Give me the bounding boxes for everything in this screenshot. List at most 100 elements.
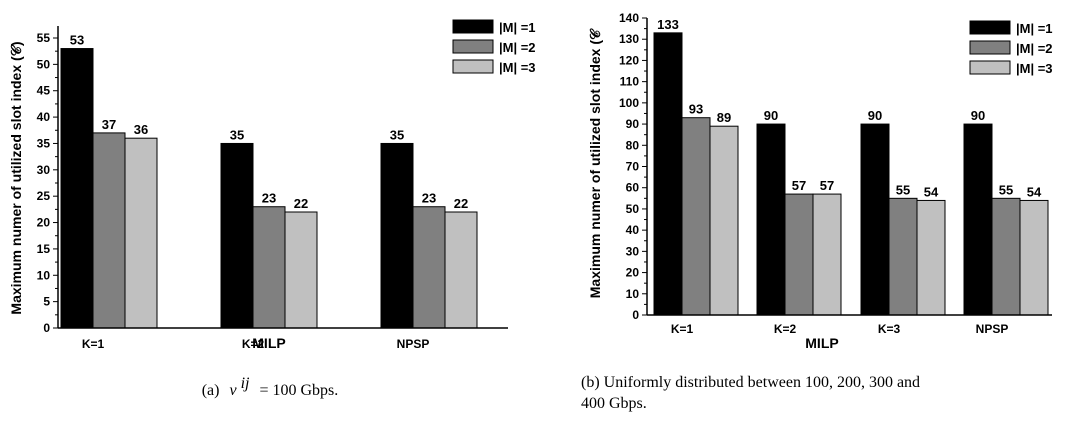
chart-b-y-tick-label: 60 xyxy=(626,181,640,195)
chart-a-data-label: 36 xyxy=(134,122,148,137)
chart-a-data-label: 22 xyxy=(294,196,308,211)
chart-b-y-tick-label: 20 xyxy=(626,266,640,280)
chart-b-data-label: 57 xyxy=(820,178,834,193)
chart-b-x-ticks: K=1 K=2 K=3 NPSP xyxy=(671,322,1009,336)
chart-b-data-label: 93 xyxy=(689,102,703,117)
chart-b-legend-entry: |M| =1 xyxy=(1016,21,1053,36)
chart-a-y-tick-label: 0 xyxy=(43,321,50,335)
chart-a-x-axis-title: MILP xyxy=(252,335,285,351)
chart-b-bar-K=2-s3 xyxy=(812,193,842,316)
chart-b-bar-NPSP-s1 xyxy=(963,123,993,316)
chart-b-y-tick-label: 10 xyxy=(626,287,640,301)
chart-b-y-tick-label: 30 xyxy=(626,244,640,258)
chart-b-data-label: 54 xyxy=(1027,184,1042,199)
chart-b-data-label: 57 xyxy=(792,178,806,193)
chart-b-legend-swatch xyxy=(969,60,1011,75)
chart-b-legend: |M| =1 |M| =2 |M| =3 xyxy=(969,20,1053,76)
chart-b-y-tick-label: 40 xyxy=(626,223,640,237)
chart-a-legend-entry: |M| =2 xyxy=(499,40,536,55)
chart-b-y-tick-label: 70 xyxy=(626,160,640,174)
chart-a-data-label: 53 xyxy=(70,33,84,48)
chart-b-y-tick-label: 90 xyxy=(626,117,640,131)
chart-b-data-labels: 133 93 89 90 57 57 90 55 54 90 55 54 xyxy=(657,17,1042,200)
chart-a-bars xyxy=(60,48,478,329)
chart-b-x-tick-label: K=1 xyxy=(671,322,694,336)
chart-a-x-tick-label: K=2 xyxy=(242,337,265,351)
chart-a-legend-swatch xyxy=(452,39,494,54)
chart-a-bar-K=1-s3 xyxy=(124,137,158,329)
chart-b-data-label: 55 xyxy=(999,182,1013,197)
chart-a-legend-entry: |M| =3 xyxy=(499,60,536,75)
chart-a-legend-swatch xyxy=(452,19,494,34)
chart-a-data-labels: 53 37 36 35 23 22 35 23 22 xyxy=(70,33,468,211)
chart-b-data-label: 90 xyxy=(868,108,882,123)
chart-a-data-label: 35 xyxy=(230,127,244,142)
chart-b-data-label: 133 xyxy=(657,17,679,32)
chart-b-data-label: 54 xyxy=(924,184,939,199)
chart-a-bar-K=2-s3 xyxy=(284,211,318,329)
chart-a-bar-K=1-s1 xyxy=(60,48,94,329)
chart-b-bar-K=3-s1 xyxy=(860,123,890,316)
chart-b-bar-K=2-s1 xyxy=(756,123,786,316)
chart-a-x-tick-label: K=1 xyxy=(82,337,105,351)
chart-b-data-label: 90 xyxy=(764,108,778,123)
chart-b-x-tick-label: K=2 xyxy=(774,322,797,336)
chart-b-y-tick-label: 120 xyxy=(619,53,639,67)
chart-b-x-tick-label: K=3 xyxy=(878,322,901,336)
chart-a-y-axis-title: Maximum numer of utilized slot index (𝒞) xyxy=(8,41,24,314)
chart-a-caption: (a) v ij = 100 Gbps. xyxy=(202,375,339,399)
chart-b-legend-entry: |M| =2 xyxy=(1016,41,1053,56)
chart-b-x-tick-label: NPSP xyxy=(976,322,1009,336)
chart-b-y-tick-label: 50 xyxy=(626,202,640,216)
chart-b-y-tick-label: 140 xyxy=(619,11,639,25)
chart-b-legend-swatch xyxy=(969,20,1011,35)
chart-a-y-ticks: 0 5 10 15 20 25 30 35 40 45 50 55 xyxy=(37,31,58,335)
chart-b-bar-K=1-s3 xyxy=(709,125,739,316)
chart-b-x-axis-title: MILP xyxy=(805,335,838,351)
chart-a-bar-K=2-s2 xyxy=(252,206,286,329)
chart-b-y-tick-label: 0 xyxy=(632,308,639,322)
chart-b-y-ticks: 0 10 20 30 40 50 60 70 80 90 100 110 120 130 140 xyxy=(619,11,647,322)
chart-b-bar-K=2-s2 xyxy=(784,193,814,316)
chart-b-bar-K=1-s1 xyxy=(653,32,683,316)
chart-a-data-label: 22 xyxy=(454,196,468,211)
chart-a-y-tick-label: 5 xyxy=(43,295,50,309)
chart-b-legend-swatch xyxy=(969,40,1011,55)
chart-b-y-tick-label: 100 xyxy=(619,96,639,110)
chart-b-caption-line1: (b) Uniformly distributed between 100, 2… xyxy=(581,374,920,391)
chart-a: 53 37 36 35 23 22 35 23 22 0 5 10 15 20 25 30 35 40 45 50 5… xyxy=(8,19,536,399)
chart-b-caption-line2: 400 Gbps. xyxy=(581,395,647,412)
chart-a-bar-NPSP-s3 xyxy=(444,211,478,329)
chart-a-caption-var: v xyxy=(229,382,237,399)
chart-b-bar-K=3-s3 xyxy=(916,199,946,316)
chart-a-data-label: 23 xyxy=(262,191,276,206)
chart-b-y-tick-label: 80 xyxy=(626,138,640,152)
chart-a-bar-K=1-s2 xyxy=(92,132,126,329)
chart-a-y-tick-label: 30 xyxy=(37,163,51,177)
chart-a-y-tick-label: 15 xyxy=(37,242,51,256)
chart-b-y-tick-label: 130 xyxy=(619,32,639,46)
chart-b-bar-K=1-s2 xyxy=(681,117,711,316)
chart-a-legend-entry: |M| =1 xyxy=(499,20,536,35)
chart-b: 133 93 89 90 57 57 90 55 54 90 55 54 0 10 20 30 40 50 60 7… xyxy=(581,11,1053,412)
chart-b-data-label: 55 xyxy=(896,182,910,197)
chart-a-bar-K=2-s1 xyxy=(220,142,254,329)
chart-b-bars xyxy=(653,32,1049,316)
chart-a-bar-NPSP-s1 xyxy=(380,142,414,329)
chart-b-y-axis-title: Maximum numer of utilized slot index (𝒞 xyxy=(587,28,603,298)
chart-a-y-tick-label: 50 xyxy=(37,57,51,71)
chart-b-y-tick-label: 110 xyxy=(620,75,640,89)
chart-b-legend-entry: |M| =3 xyxy=(1016,61,1053,76)
chart-a-legend-swatch xyxy=(452,59,494,74)
chart-a-data-label: 35 xyxy=(390,127,404,142)
chart-a-y-tick-label: 45 xyxy=(37,84,51,98)
chart-a-caption-label: (a) xyxy=(202,382,220,399)
chart-a-x-tick-label: NPSP xyxy=(397,337,430,351)
chart-a-y-tick-label: 25 xyxy=(37,189,51,203)
chart-a-y-tick-label: 10 xyxy=(37,268,51,282)
chart-b-data-label: 89 xyxy=(717,110,731,125)
chart-a-caption-sup: ij xyxy=(241,375,250,392)
chart-a-data-label: 37 xyxy=(102,117,116,132)
chart-a-y-tick-label: 40 xyxy=(37,110,51,124)
